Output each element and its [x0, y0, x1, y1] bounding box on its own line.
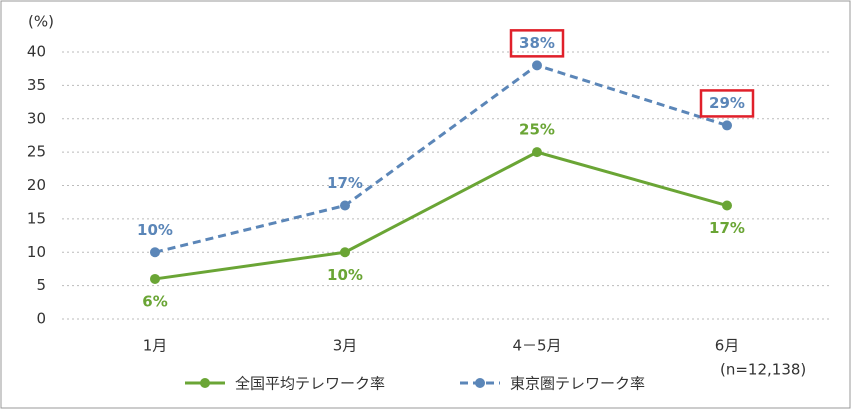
point [532, 147, 542, 158]
y-tick-label: 40 [27, 43, 46, 61]
point [722, 120, 732, 131]
legend-marker [200, 378, 210, 388]
y-tick-label: 15 [27, 209, 46, 227]
note: (n=12,138) [720, 361, 806, 379]
value-label: 38% [519, 34, 555, 52]
value-label: 17% [709, 219, 745, 237]
x-tick-label: 4－5月 [512, 337, 561, 355]
x-tick-label: 1月 [143, 337, 168, 355]
legend-marker [475, 378, 485, 388]
highlight-box [509, 29, 565, 58]
series-line [154, 150, 728, 281]
y-tick-label: 20 [27, 176, 46, 194]
y-tick-label: 5 [36, 276, 46, 294]
y-tick-label: 10 [27, 243, 46, 261]
y-tick-label: 0 [36, 310, 46, 328]
point [532, 60, 542, 71]
series-line [154, 63, 728, 254]
y-tick-label: 30 [27, 109, 46, 127]
x-tick-label: 6月 [715, 337, 740, 355]
value-label: 10% [327, 266, 363, 284]
value-label: 17% [327, 174, 363, 192]
point [340, 247, 350, 258]
point [150, 247, 160, 258]
value-label: 29% [709, 94, 745, 112]
x-tick-label: 3月 [333, 337, 358, 355]
y-unit-label: (%) [28, 13, 54, 31]
point [722, 200, 732, 211]
y-tick-label: 35 [27, 76, 46, 94]
point [340, 200, 350, 211]
legend-label: 東京圏テレワーク率 [510, 375, 645, 393]
point [150, 273, 160, 284]
y-tick-label: 25 [27, 143, 46, 161]
highlight-box [699, 89, 755, 118]
value-label: 10% [137, 221, 173, 239]
value-label: 6% [142, 292, 167, 310]
value-label: 25% [519, 121, 555, 139]
legend-label: 全国平均テレワーク率 [235, 375, 385, 393]
